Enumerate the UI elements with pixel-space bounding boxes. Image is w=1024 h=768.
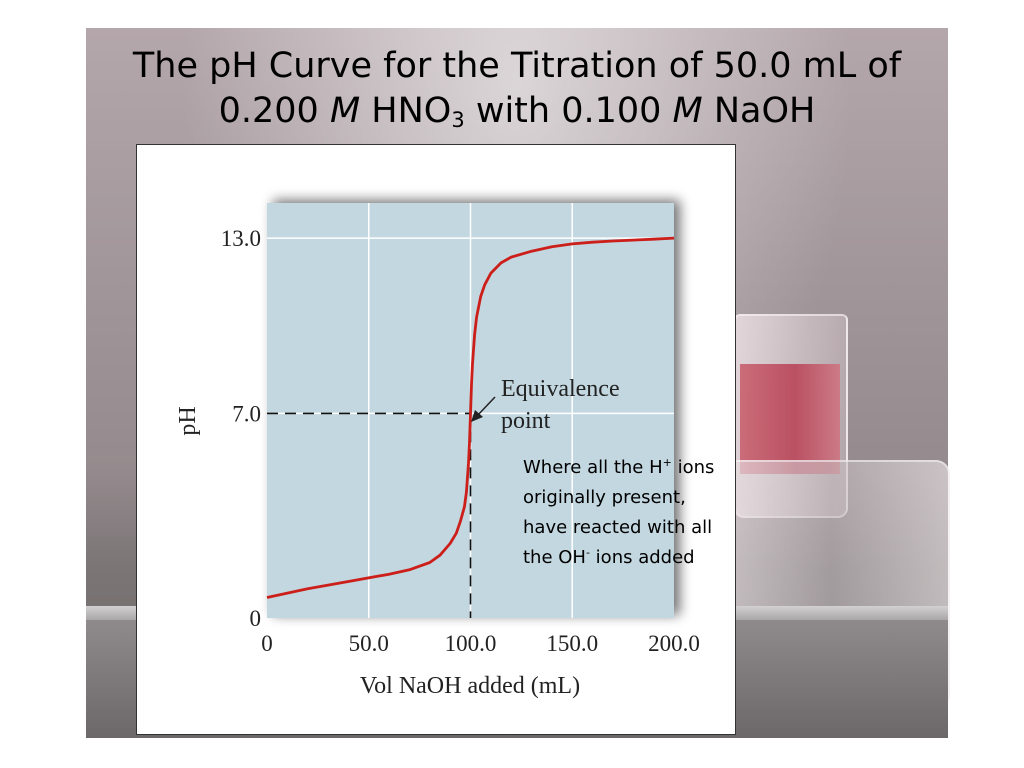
note-superscript-plus: +: [662, 456, 672, 469]
title-concentration-1: 0.200: [218, 91, 330, 131]
titration-chart: 0 50.0 100.0 150.0 200.0 0 7.0 13.0 Vol NaOH a…: [175, 203, 700, 699]
equivalence-note: Where all the H+ ions originally present…: [523, 453, 733, 573]
annotation-line-2: point: [501, 408, 551, 434]
note-superscript-minus: -: [585, 546, 590, 559]
note-part-3: ions added: [589, 547, 695, 568]
x-tick-label: 100.0: [445, 631, 497, 656]
title-with-concentration-2: with 0.100: [464, 91, 673, 131]
x-tick-label: 200.0: [648, 631, 700, 656]
annotation-arrow-head: [471, 410, 483, 422]
chart-card: 0 50.0 100.0 150.0 200.0 0 7.0 13.0 Vol NaOH a…: [136, 144, 736, 735]
ph-curve-line: [266, 236, 675, 599]
annotation-line-1: Equivalence: [501, 376, 620, 402]
y-axis-label: pH: [175, 406, 201, 435]
title-line-1: The pH Curve for the Titration of 50.0 m…: [132, 46, 902, 86]
title-acid: HNO: [360, 91, 452, 131]
title-molar-symbol-2: M: [672, 91, 703, 131]
title-base: NaOH: [702, 91, 816, 131]
beaker-liquid-image: [740, 364, 840, 474]
note-part-1: Where all the H: [523, 457, 663, 478]
series-group: [266, 236, 675, 599]
x-tick-labels: 0 50.0 100.0 150.0 200.0: [261, 631, 700, 656]
x-tick-label: 0: [261, 631, 273, 656]
title-molar-symbol-1: M: [329, 91, 361, 131]
y-tick-labels: 0 7.0 13.0: [221, 226, 261, 631]
annotation-arrow-shaft: [476, 396, 496, 417]
reference-lines: [267, 412, 472, 618]
y-tick-label: 13.0: [221, 226, 261, 251]
equivalence-annotation: Equivalence point: [471, 376, 620, 434]
x-tick-label: 150.0: [546, 631, 598, 656]
x-axis-label: Vol NaOH added (mL): [360, 673, 580, 699]
slide-title: The pH Curve for the Titration of 50.0 m…: [86, 44, 948, 134]
note-part-2: ions originally present, have reacted wi…: [523, 457, 715, 568]
title-acid-subscript: 3: [451, 108, 465, 132]
y-tick-label: 0: [250, 606, 262, 631]
x-tick-label: 50.0: [349, 631, 389, 656]
y-tick-label: 7.0: [232, 401, 261, 426]
